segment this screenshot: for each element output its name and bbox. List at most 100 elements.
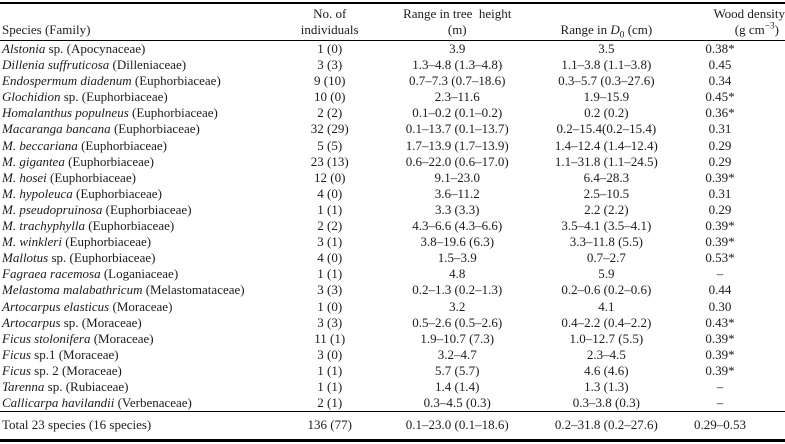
density-exponent: −3 [764, 21, 775, 32]
species-name-roman: sp. (Moraceae) [60, 314, 142, 330]
height-range-cell: 5.7 (5.7) [435, 362, 480, 378]
table-footer: Total 23 species (16 species) 136 (77) 0… [0, 411, 785, 441]
wood-density-cell: 0.29 [708, 201, 732, 217]
table-row: Endospermum diadenum (Euphorbiaceae) 9 (… [0, 73, 785, 89]
species-cell: Homalanthus populneus (Euphorbiaceae) [0, 105, 275, 121]
total-wood-density-cell: 0.29–0.53 [682, 411, 785, 441]
individuals-cell: 3 (3) [317, 57, 343, 73]
d0-range-cell: 0.3–5.7 (0.3–27.6) [558, 73, 655, 89]
wood-density-cell: 0.30 [708, 298, 732, 314]
individuals-cell: 3 (1) [317, 234, 343, 250]
wood-density-cell: – [716, 395, 724, 411]
individuals-cell: 10 (0) [313, 89, 346, 105]
height-range-cell: 0.3–4.5 (0.3) [423, 395, 491, 411]
individuals-cell: 1 (1) [317, 378, 343, 394]
height-range-cell: 1.4 (1.4) [435, 378, 480, 394]
species-cell: Artocarpus sp. (Moraceae) [0, 315, 275, 331]
species-cell: M. pseudopruinosa (Euphorbiaceae) [0, 202, 275, 218]
individuals-header-line1: No. of [313, 6, 347, 21]
wood-density-cell: 0.39* [705, 362, 735, 378]
species-cell: M. winkleri (Euphorbiaceae) [0, 234, 275, 250]
individuals-cell: 1 (1) [317, 266, 343, 282]
species-name-roman: sp. (Euphorbiaceae) [48, 250, 156, 266]
wood-density-cell: 0.29 [708, 137, 732, 153]
d0-range-cell: 1.1–31.8 (1.1–24.5) [554, 153, 658, 169]
d0-symbol: D [610, 21, 620, 37]
col-header-individuals: No. of individuals [274, 3, 385, 41]
d0-range-cell: 2.3–4.5 [586, 346, 626, 362]
species-cell: Fagraea racemosa (Loganiaceae) [0, 266, 275, 282]
species-name-italic: M. beccariana [2, 137, 78, 153]
wood-density-cell: – [716, 378, 724, 394]
species-name-roman: (Moraceae) [109, 298, 173, 314]
d0-range-cell: 0.7–2.7 [586, 250, 626, 266]
col-header-height: Range in tree height (m) [384, 3, 530, 41]
table-row: Artocarpus sp. (Moraceae) 3 (3) 0.5–2.6 … [0, 315, 785, 331]
table-row: Callicarpa havilandii (Verbenaceae) 2 (1… [0, 395, 785, 412]
table-row: Glochidion sp. (Euphorbiaceae) 10 (0) 2.… [0, 89, 785, 105]
species-name-roman: (Euphorbiaceae) [131, 73, 221, 89]
total-individuals-cell: 136 (77) [274, 411, 385, 441]
total-height-cell: 0.1–23.0 (0.1–18.6) [384, 411, 530, 441]
table-row: M. pseudopruinosa (Euphorbiaceae) 1 (1) … [0, 202, 785, 218]
d0-subscript: 0 [619, 30, 625, 41]
species-name-italic: Ficus [2, 346, 31, 362]
height-range-cell: 9.1–23.0 [434, 169, 481, 185]
individuals-cell: 11 (1) [314, 330, 346, 346]
species-name-roman: sp. (Apocynaceae) [45, 41, 146, 56]
species-name-roman: (Euphorbiaceae) [72, 185, 162, 201]
table-row: Ficus sp.1 (Moraceae) 3 (0) 3.2–4.7 2.3–… [0, 347, 785, 363]
density-header-line1: Wood density [713, 6, 785, 21]
d0-range-cell: 2.5–10.5 [583, 185, 630, 201]
species-name-roman: (Euphorbiaceae) [128, 105, 218, 121]
table-row: M. winkleri (Euphorbiaceae) 3 (1) 3.8–19… [0, 234, 785, 250]
height-range-cell: 4.3–6.6 (4.3–6.6) [412, 218, 503, 234]
species-name-roman: (Euphorbiaceae) [46, 169, 136, 185]
species-cell: Macaranga bancana (Euphorbiaceae) [0, 121, 275, 137]
species-cell: Ficus sp.1 (Moraceae) [0, 347, 275, 363]
species-name-roman: (Euphorbiaceae) [64, 153, 154, 169]
species-name-italic: Artocarpus elasticus [2, 298, 110, 314]
species-cell: M. trachyphylla (Euphorbiaceae) [0, 218, 275, 234]
species-name-italic: M. gigantea [2, 153, 65, 169]
individuals-cell: 3 (0) [317, 346, 343, 362]
species-name-roman: (Euphorbiaceae) [85, 218, 175, 234]
wood-density-cell: – [716, 266, 724, 282]
species-name-roman: (Euphorbiaceae) [77, 137, 167, 153]
species-name-roman: sp. 2 (Moraceae) [30, 362, 122, 378]
height-range-cell: 3.3 (3.3) [435, 201, 480, 217]
d0-range-cell: 4.6 (4.6) [584, 362, 629, 378]
species-cell: M. hosei (Euphorbiaceae) [0, 170, 275, 186]
species-cell: Callicarpa havilandii (Verbenaceae) [0, 395, 275, 412]
species-cell: Endospermum diadenum (Euphorbiaceae) [0, 73, 275, 89]
height-range-cell: 3.2–4.7 [437, 346, 477, 362]
wood-density-cell: 0.39* [705, 346, 735, 362]
height-header-unit: (m) [447, 21, 467, 37]
species-name-italic: Ficus stolonifera [2, 330, 91, 346]
d0-range-cell: 1.0–12.7 (5.5) [569, 330, 644, 346]
height-range-cell: 4.8 [449, 266, 466, 282]
species-name-italic: Tarenna [2, 378, 45, 394]
table-row: Artocarpus elasticus (Moraceae) 1 (0) 3.… [0, 299, 785, 315]
species-name-italic: M. pseudopruinosa [2, 201, 103, 217]
table-row: Dillenia suffruticosa (Dilleniaceae) 3 (… [0, 57, 785, 73]
height-range-cell: 1.7–13.9 (1.7–13.9) [405, 137, 509, 153]
species-name-italic: Artocarpus [2, 314, 61, 330]
height-range-cell: 1.9–10.7 (7.3) [420, 330, 495, 346]
individuals-cell: 1 (1) [317, 362, 343, 378]
total-label-cell: Total 23 species (16 species) [0, 411, 275, 441]
species-name-roman: (Dilleniaceae) [109, 57, 187, 73]
table-row: M. beccariana (Euphorbiaceae) 5 (5) 1.7–… [0, 138, 785, 154]
height-range-cell: 0.1–13.7 (0.1–13.7) [405, 121, 509, 137]
table-row: Ficus stolonifera (Moraceae) 11 (1) 1.9–… [0, 331, 785, 347]
density-header-unit: (g cm−3) [734, 21, 779, 37]
individuals-cell: 3 (3) [317, 314, 343, 330]
table-row: M. hypoleuca (Euphorbiaceae) 4 (0) 3.6–1… [0, 186, 785, 202]
species-name-italic: Ficus [2, 362, 31, 378]
wood-density-cell: 0.36* [705, 105, 735, 121]
species-cell: Tarenna sp. (Rubiaceae) [0, 379, 275, 395]
height-range-cell: 0.6–22.0 (0.6–17.0) [405, 153, 509, 169]
col-header-species: Species (Family) [0, 3, 275, 41]
